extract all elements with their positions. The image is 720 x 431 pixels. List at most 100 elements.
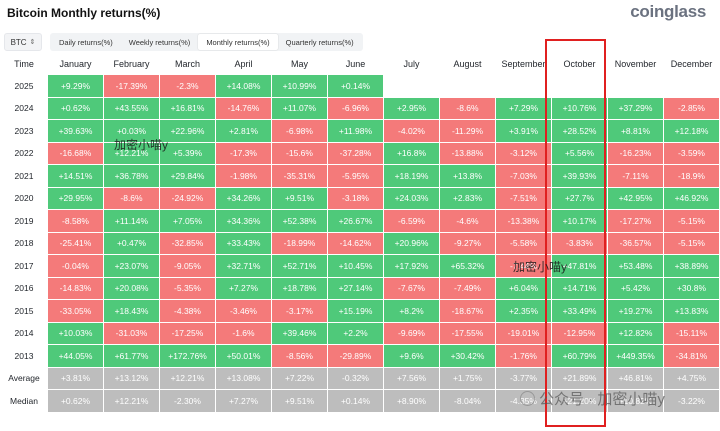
return-cell: +20.96% xyxy=(384,232,439,255)
return-cell xyxy=(664,75,719,98)
returns-tabs: Daily returns(%) Weekly returns(%) Month… xyxy=(50,33,363,51)
year-label: 2016 xyxy=(1,278,47,300)
table-row: 2023 +39.63% +0.03% +22.96% +2.81% -6.98% +11.… xyxy=(1,120,719,143)
table-row: 2020 +29.95% -8.6% -24.92% +34.26% +9.51% -3.1… xyxy=(1,187,719,210)
return-cell: -5.35% xyxy=(160,277,215,300)
return-cell: -13.38% xyxy=(496,210,551,233)
return-cell: +12.21% xyxy=(104,142,159,165)
return-cell: +30.8% xyxy=(664,277,719,300)
return-cell: +39.63% xyxy=(48,120,103,143)
return-cell: -7.44% xyxy=(496,255,551,278)
return-cell: +10.99% xyxy=(272,75,327,98)
return-cell: +12.18% xyxy=(664,120,719,143)
return-cell: -31.03% xyxy=(104,322,159,345)
return-cell: -6.96% xyxy=(328,97,383,120)
return-cell: -14.76% xyxy=(216,97,271,120)
median-cell: +7.27% xyxy=(216,390,271,413)
average-cell: +1.75% xyxy=(440,367,495,390)
return-cell: +52.38% xyxy=(272,210,327,233)
year-label: 2021 xyxy=(1,165,47,188)
column-header-month: June xyxy=(345,59,366,69)
return-cell: -9.69% xyxy=(384,322,439,345)
return-cell: +5.39% xyxy=(160,142,215,165)
return-cell: -3.18% xyxy=(328,187,383,210)
tab-quarterly-returns[interactable]: Quarterly returns(%) xyxy=(285,37,354,47)
return-cell: -16.23% xyxy=(608,142,663,165)
return-cell: -17.55% xyxy=(440,322,495,345)
return-cell: -3.17% xyxy=(272,300,327,323)
table-header-row: Time January February March April May June July… xyxy=(1,53,719,75)
return-cell: +27.14% xyxy=(328,277,383,300)
return-cell: +52.71% xyxy=(272,255,327,278)
return-cell: +30.42% xyxy=(440,345,495,368)
average-label: Average xyxy=(1,368,47,390)
return-cell: -13.88% xyxy=(440,142,495,165)
return-cell: -34.81% xyxy=(664,345,719,368)
tab-weekly-returns[interactable]: Weekly returns(%) xyxy=(128,37,191,47)
return-cell: -25.41% xyxy=(48,232,103,255)
median-cell: +12.21% xyxy=(104,390,159,413)
table-row: 2013 +44.05% +61.77% +172.76% +50.01% -8.56% -… xyxy=(1,345,719,368)
column-header-month: December xyxy=(670,59,713,69)
tab-daily-returns[interactable]: Daily returns(%) xyxy=(59,37,113,47)
return-cell: -17.25% xyxy=(160,322,215,345)
table-row: 2025 +9.29% -17.39% -2.3% +14.08% +10.99% +0.1… xyxy=(1,75,719,98)
return-cell: -29.89% xyxy=(328,345,383,368)
average-row: Average +3.81% +13.12% +12.21% +13.08% +7.22%… xyxy=(1,367,719,390)
median-label: Median xyxy=(1,390,47,413)
return-cell: +9.6% xyxy=(384,345,439,368)
return-cell: +61.77% xyxy=(104,345,159,368)
return-cell: +17.92% xyxy=(384,255,439,278)
return-cell: -7.51% xyxy=(496,187,551,210)
return-cell: +18.43% xyxy=(104,300,159,323)
return-cell: +34.26% xyxy=(216,187,271,210)
return-cell: +10.45% xyxy=(328,255,383,278)
return-cell: -1.6% xyxy=(216,322,271,345)
return-cell: -18.99% xyxy=(272,232,327,255)
return-cell: +8.2% xyxy=(384,300,439,323)
return-cell: +22.96% xyxy=(160,120,215,143)
table-row: 2021 +14.51% +36.78% +29.84% -1.98% -35.31% -5… xyxy=(1,165,719,188)
return-cell: +0.03% xyxy=(104,120,159,143)
return-cell: -7.49% xyxy=(440,277,495,300)
average-cell: +7.56% xyxy=(384,367,439,390)
column-header-month: May xyxy=(290,59,308,69)
return-cell: -24.92% xyxy=(160,187,215,210)
return-cell: -6.59% xyxy=(384,210,439,233)
return-cell xyxy=(552,75,607,98)
return-cell: -4.02% xyxy=(384,120,439,143)
return-cell: -3.46% xyxy=(216,300,271,323)
table-row: 2019 -8.58% +11.14% +7.05% +34.36% +52.38% +26… xyxy=(1,210,719,233)
average-cell: +4.75% xyxy=(664,367,719,390)
column-header-time: Time xyxy=(14,59,34,69)
return-cell xyxy=(496,75,551,98)
return-cell: +44.05% xyxy=(48,345,103,368)
return-cell: -8.58% xyxy=(48,210,103,233)
return-cell: +3.91% xyxy=(496,120,551,143)
return-cell: -7.67% xyxy=(384,277,439,300)
average-cell: -3.77% xyxy=(496,367,551,390)
return-cell: -6.98% xyxy=(272,120,327,143)
return-cell: +39.93% xyxy=(552,165,607,188)
return-cell: -4.38% xyxy=(160,300,215,323)
return-cell: -1.76% xyxy=(496,345,551,368)
return-cell: +0.47% xyxy=(104,232,159,255)
return-cell: -5.58% xyxy=(496,232,551,255)
year-label: 2024 xyxy=(1,98,47,120)
asset-select[interactable]: BTC ⇕ xyxy=(4,33,42,51)
return-cell: -18.9% xyxy=(664,165,719,188)
return-cell: +5.42% xyxy=(608,277,663,300)
return-cell: +14.08% xyxy=(216,75,271,98)
return-cell xyxy=(384,75,439,98)
return-cell: +29.84% xyxy=(160,165,215,188)
table-row: 2014 +10.03% -31.03% -17.25% -1.6% +39.46% +2.… xyxy=(1,322,719,345)
column-header-month: October xyxy=(563,59,596,69)
tab-monthly-returns[interactable]: Monthly returns(%) xyxy=(198,34,278,50)
return-cell: +65.32% xyxy=(440,255,495,278)
return-cell: +14.71% xyxy=(552,277,607,300)
average-cell: +46.81% xyxy=(608,367,663,390)
return-cell: -2.85% xyxy=(664,97,719,120)
return-cell: +29.95% xyxy=(48,187,103,210)
return-cell: +42.95% xyxy=(608,187,663,210)
return-cell: +15.19% xyxy=(328,300,383,323)
